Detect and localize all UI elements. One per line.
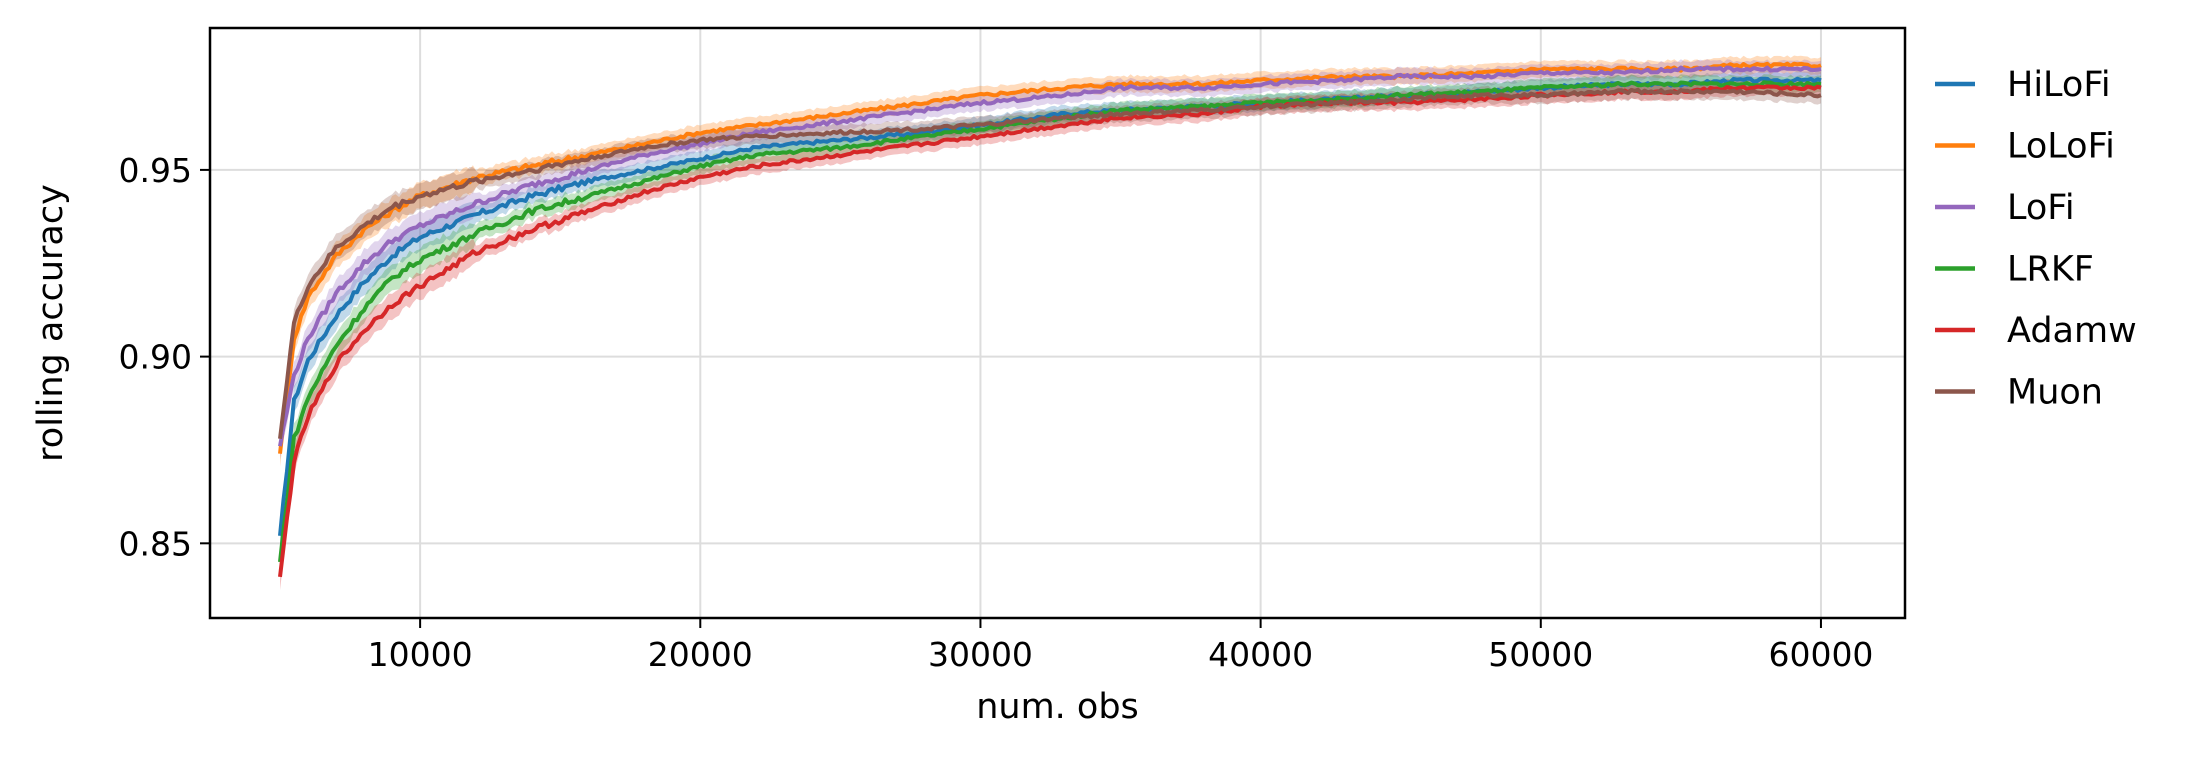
series-line-lrkf [278, 80, 1822, 563]
legend-item-lofi: LoFi [1935, 188, 2075, 228]
x-tick-label: 40000 [1208, 635, 1313, 674]
legend-item-muon: Muon [1935, 373, 2103, 413]
legend-label: HiLoFi [2007, 65, 2111, 105]
series-line-hilofi [278, 76, 1822, 536]
band-lofi [280, 59, 1821, 460]
series-line-lofi [278, 65, 1822, 447]
x-tick-label: 60000 [1768, 635, 1873, 674]
x-tick-label: 10000 [368, 635, 473, 674]
y-tick-label: 0.85 [119, 524, 192, 563]
series-line-lolofi [278, 61, 1822, 454]
legend: HiLoFi LoLoFi LoFi LRKF Adamw Muon [1935, 65, 2137, 413]
series-line-adamw [278, 84, 1822, 578]
band-lrkf [280, 74, 1821, 576]
legend-label: LoLoFi [2007, 127, 2115, 167]
y-axis-ticks: 0.85 0.90 0.95 [119, 151, 210, 563]
y-tick-label: 0.90 [119, 338, 192, 377]
plot-frame [208, 26, 1907, 620]
x-axis-label: num. obs [976, 687, 1139, 727]
legend-item-adamw: Adamw [1935, 311, 2137, 351]
y-axis-label: rolling accuracy [31, 184, 71, 462]
legend-item-lrkf: LRKF [1935, 250, 2094, 290]
legend-item-hilofi: HiLoFi [1935, 65, 2111, 105]
band-muon [280, 81, 1821, 452]
confidence-bands [280, 55, 1821, 590]
x-axis-ticks: 10000 20000 30000 40000 50000 60000 [368, 618, 1873, 674]
series-lines [278, 61, 1822, 578]
legend-label: Muon [2007, 373, 2103, 413]
x-tick-label: 50000 [1488, 635, 1593, 674]
legend-label: LoFi [2007, 188, 2075, 228]
y-tick-label: 0.95 [119, 151, 192, 190]
legend-label: Adamw [2007, 311, 2137, 351]
x-tick-label: 20000 [648, 635, 753, 674]
series-line-muon [278, 87, 1822, 440]
legend-item-lolofi: LoLoFi [1935, 127, 2115, 167]
legend-label: LRKF [2007, 250, 2094, 290]
x-tick-label: 30000 [928, 635, 1033, 674]
band-hilofi [280, 70, 1821, 549]
band-adamw [280, 78, 1821, 590]
